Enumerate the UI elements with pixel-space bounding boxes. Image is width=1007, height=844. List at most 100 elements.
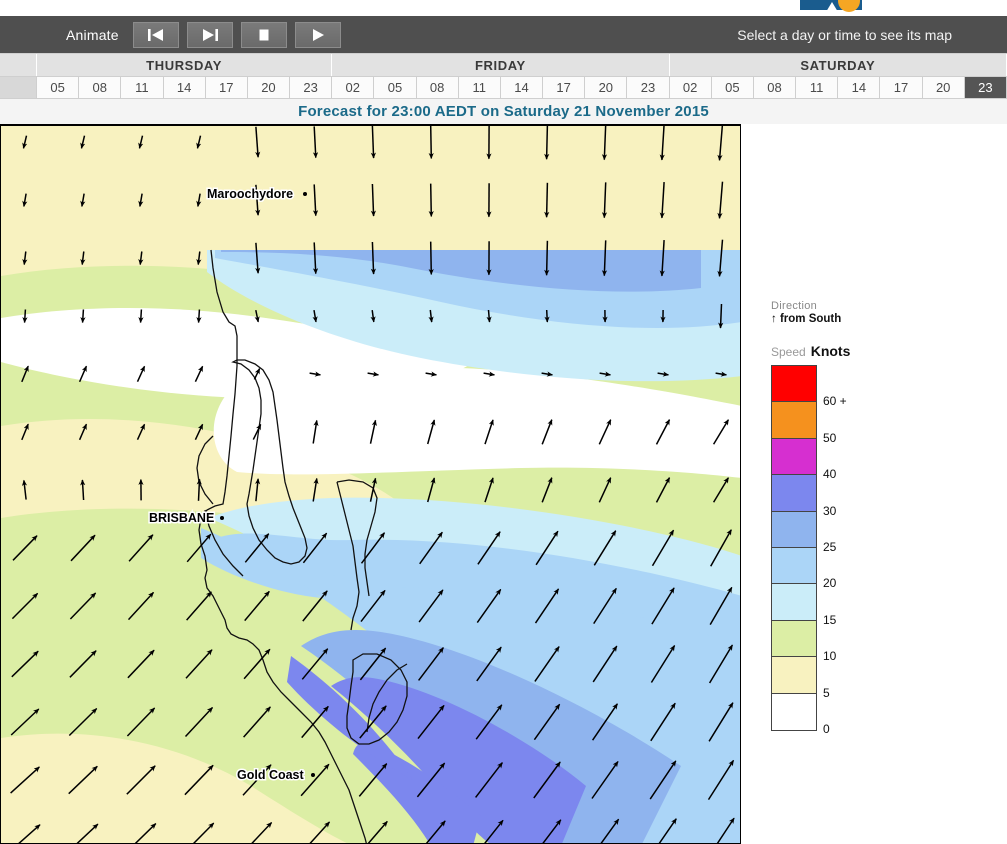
timeline-hour-saturday-05[interactable]: 05 [711, 77, 754, 98]
wind-arrow [718, 303, 724, 329]
timeline-hour-thursday-14[interactable]: 14 [163, 77, 206, 98]
timeline-hour-saturday-23[interactable]: 23 [964, 77, 1007, 98]
timeline-hour-friday-02[interactable]: 02 [332, 77, 375, 98]
wind-arrow [367, 371, 379, 377]
wind-arrow [242, 764, 272, 796]
timeline-hour-thursday-08[interactable]: 08 [79, 77, 122, 98]
timeline-hour-thursday-05[interactable]: 05 [37, 77, 80, 98]
map-place-marker [303, 192, 307, 196]
wind-arrow [486, 309, 492, 323]
legend-direction-value: ↑ from South [771, 313, 842, 325]
timeline-hour-thursday-11[interactable]: 11 [121, 77, 164, 98]
wind-arrow [312, 419, 319, 444]
play-icon [312, 28, 324, 41]
legend-tick-0kt: 0 [823, 722, 830, 736]
wind-arrow [312, 477, 319, 502]
wind-arrow [68, 765, 98, 795]
map-place-label: Maroochydore [207, 187, 293, 201]
stop-icon [259, 29, 269, 40]
wind-arrow [186, 533, 212, 563]
wind-arrow [712, 419, 730, 445]
wind-arrow [601, 182, 608, 219]
wind-arrow [717, 181, 724, 219]
timeline-hour-friday-23[interactable]: 23 [627, 77, 670, 98]
legend-tick-5kt: 5 [823, 685, 830, 700]
wind-arrow [126, 707, 156, 737]
skip-to-end-button[interactable] [186, 21, 233, 48]
wind-arrow [428, 309, 434, 323]
timeline-hour-row: 05 08 11 14 17 20 23 02 05 08 11 14 17 20 23 02 05 08 11 14… [0, 77, 1007, 99]
timeline-hour-saturday-08[interactable]: 08 [753, 77, 797, 98]
wind-arrow [483, 371, 495, 377]
wind-arrow [244, 533, 270, 563]
wind-arrow [358, 763, 388, 797]
wind-arrow [184, 706, 214, 738]
wind-arrow [369, 419, 377, 444]
legend-tick-60kt: 60 + [823, 394, 847, 409]
wind-arrow [712, 477, 730, 503]
legend-band-40kt [772, 438, 816, 476]
wind-arrow [593, 530, 617, 566]
wind-arrow [312, 184, 319, 217]
wind-arrow [600, 818, 620, 843]
wind-arrow [309, 821, 331, 843]
timeline-hour-friday-17[interactable]: 17 [543, 77, 586, 98]
wind-arrow [21, 423, 29, 441]
legend-band-10kt [772, 620, 816, 658]
wind-arrow [425, 820, 446, 843]
wind-arrow [300, 763, 330, 797]
wind-arrow [21, 479, 28, 500]
wind-arrow [21, 365, 29, 383]
wind-arrow [708, 702, 734, 742]
timeline-hour-friday-05[interactable]: 05 [374, 77, 417, 98]
map-legend: Direction ↑ from South Speed Knots 60 + 5… [771, 300, 901, 736]
legend-tick-40kt: 40 [823, 467, 837, 482]
forecast-map[interactable]: Maroochydore BRISBANE Gold Coast [0, 124, 741, 844]
wind-arrow [418, 589, 444, 623]
legend-tick-30kt: 30 [823, 503, 837, 518]
wind-arrow [659, 182, 665, 219]
legend-speed-heading: Speed Knots [771, 343, 901, 359]
wind-arrow [244, 590, 270, 622]
timeline-hour-saturday-02[interactable]: 02 [669, 77, 712, 98]
timeline-day-friday[interactable]: FRIDAY [332, 54, 670, 76]
legend-tick-10kt: 10 [823, 649, 837, 664]
legend-band-0kt [772, 693, 816, 730]
timeline-hour-saturday-17[interactable]: 17 [880, 77, 923, 98]
wind-arrow [601, 240, 608, 277]
wind-arrow [253, 368, 261, 380]
wind-arrow [76, 823, 99, 843]
wind-arrow [301, 648, 329, 680]
legend-tick-column: 60 +50 40 30 25 20 15 10 5 0 [823, 365, 891, 736]
timeline-day-thursday[interactable]: THURSDAY [37, 54, 333, 76]
wind-arrow [659, 240, 665, 277]
play-button[interactable] [294, 21, 341, 48]
timeline-hour-thursday-20[interactable]: 20 [247, 77, 291, 98]
wind-arrow [196, 193, 202, 207]
skip-to-start-button[interactable] [132, 21, 179, 48]
timeline-hour-friday-08[interactable]: 08 [416, 77, 459, 98]
wind-arrow [22, 251, 28, 266]
wind-arrow [418, 647, 444, 681]
timeline-hour-friday-20[interactable]: 20 [585, 77, 628, 98]
legend-band-20kt [772, 547, 816, 585]
timeline-hour-saturday-14[interactable]: 14 [838, 77, 881, 98]
wind-arrow [80, 479, 86, 501]
timeline-hour-saturday-20[interactable]: 20 [922, 77, 965, 98]
timeline-hour-saturday-11[interactable]: 11 [796, 77, 839, 98]
timeline-hour-friday-11[interactable]: 11 [458, 77, 501, 98]
timeline-hour-thursday-17[interactable]: 17 [205, 77, 248, 98]
timeline-hour-thursday-23[interactable]: 23 [290, 77, 333, 98]
wind-arrow [252, 423, 262, 440]
wind-arrow [138, 309, 144, 324]
animation-button-group [132, 21, 341, 48]
wind-arrow [193, 822, 215, 843]
timeline-hour-friday-14[interactable]: 14 [500, 77, 544, 98]
wind-arrow [138, 135, 144, 149]
legend-color-scale: 60 +50 40 30 25 20 15 10 5 0 [771, 365, 891, 736]
wind-arrow [650, 702, 676, 742]
timeline-day-saturday[interactable]: SATURDAY [669, 54, 1007, 76]
wind-arrow [484, 819, 504, 843]
wind-arrow [251, 821, 273, 843]
stop-button[interactable] [240, 21, 287, 48]
